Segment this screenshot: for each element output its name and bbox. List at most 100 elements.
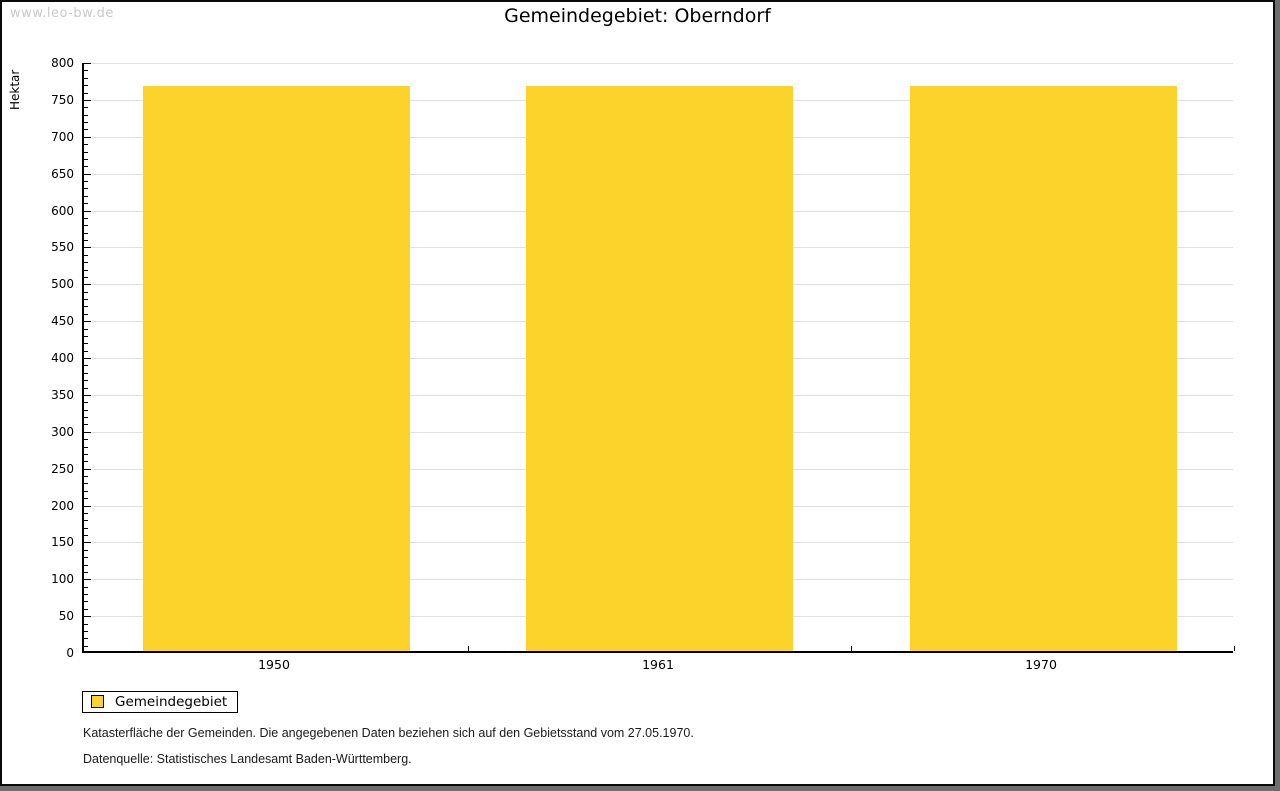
y-tick-label: 750 <box>51 93 74 107</box>
legend: Gemeindegebiet <box>82 691 239 713</box>
y-tick-minor <box>84 70 88 71</box>
y-tick-minor <box>84 439 88 440</box>
y-tick-minor <box>84 107 88 108</box>
x-tick-label: 1970 <box>1025 657 1057 672</box>
y-tick-minor <box>84 410 88 411</box>
y-tick-minor <box>84 129 88 130</box>
y-tick-label: 550 <box>51 240 74 254</box>
y-tick-minor <box>84 557 88 558</box>
y-tick-major <box>84 542 91 543</box>
y-tick-minor <box>84 461 88 462</box>
footnote-source: Datenquelle: Statistisches Landesamt Bad… <box>83 752 412 766</box>
y-tick-minor <box>84 144 88 145</box>
y-tick-minor <box>84 343 88 344</box>
watermark: www.leo-bw.de <box>10 6 114 21</box>
y-tick-major <box>84 469 91 470</box>
bar <box>910 86 1177 651</box>
y-tick-label: 100 <box>51 572 74 586</box>
y-tick-minor <box>84 491 88 492</box>
y-tick-minor <box>84 115 88 116</box>
y-tick-label: 700 <box>51 130 74 144</box>
y-tick-minor <box>84 587 88 588</box>
y-tick-minor <box>84 306 88 307</box>
y-tick-label: 150 <box>51 535 74 549</box>
x-tick-label: 1961 <box>642 657 674 672</box>
y-tick-minor <box>84 388 88 389</box>
y-tick-minor <box>84 351 88 352</box>
y-tick-major <box>84 284 91 285</box>
y-tick-minor <box>84 93 88 94</box>
y-tick-major <box>84 358 91 359</box>
legend-label: Gemeindegebiet <box>115 693 228 710</box>
y-tick-minor <box>84 609 88 610</box>
y-tick-minor <box>84 78 88 79</box>
y-tick-minor <box>84 424 88 425</box>
bar <box>143 86 410 651</box>
y-tick-minor <box>84 565 88 566</box>
y-tick-minor <box>84 329 88 330</box>
y-tick-label: 350 <box>51 388 74 402</box>
y-tick-minor <box>84 380 88 381</box>
y-tick-label: 250 <box>51 462 74 476</box>
y-tick-label: 300 <box>51 425 74 439</box>
y-tick-minor <box>84 594 88 595</box>
y-tick-major <box>84 432 91 433</box>
y-tick-minor <box>84 277 88 278</box>
y-tick-minor <box>84 166 88 167</box>
y-tick-minor <box>84 454 88 455</box>
y-tick-major <box>84 137 91 138</box>
y-tick-minor <box>84 255 88 256</box>
y-tick-minor <box>84 225 88 226</box>
y-tick-label: 0 <box>66 646 74 660</box>
y-tick-minor <box>84 513 88 514</box>
y-tick-minor <box>84 218 88 219</box>
y-tick-minor <box>84 314 88 315</box>
y-tick-minor <box>84 188 88 189</box>
y-tick-minor <box>84 233 88 234</box>
y-tick-minor <box>84 402 88 403</box>
y-tick-minor <box>84 498 88 499</box>
y-tick-minor <box>84 203 88 204</box>
x-tick <box>851 646 852 651</box>
plot-area <box>82 63 1235 653</box>
y-tick-minor <box>84 365 88 366</box>
y-tick-minor <box>84 476 88 477</box>
y-tick-major <box>84 100 91 101</box>
x-tick <box>1234 646 1235 651</box>
y-tick-label: 650 <box>51 167 74 181</box>
y-tick-minor <box>84 159 88 160</box>
y-tick-minor <box>84 624 88 625</box>
y-tick-minor <box>84 152 88 153</box>
y-tick-minor <box>84 299 88 300</box>
y-tick-major <box>84 579 91 580</box>
y-tick-label: 50 <box>58 609 74 623</box>
gridline <box>84 63 1233 64</box>
y-tick-minor <box>84 601 88 602</box>
y-tick-minor <box>84 535 88 536</box>
y-tick-minor <box>84 85 88 86</box>
y-tick-major <box>84 395 91 396</box>
y-tick-minor <box>84 528 88 529</box>
y-tick-minor <box>84 196 88 197</box>
y-tick-minor <box>84 572 88 573</box>
y-tick-major <box>84 506 91 507</box>
y-tick-major <box>84 321 91 322</box>
x-tick-label: 1950 <box>258 657 290 672</box>
footnote-description: Katasterfläche der Gemeinden. Die angege… <box>83 726 694 740</box>
y-tick-minor <box>84 646 88 647</box>
y-tick-minor <box>84 483 88 484</box>
y-tick-label: 600 <box>51 204 74 218</box>
y-tick-major <box>84 616 91 617</box>
y-tick-major <box>84 174 91 175</box>
y-tick-minor <box>84 447 88 448</box>
y-tick-label: 800 <box>51 56 74 70</box>
y-tick-major <box>84 63 91 64</box>
y-tick-minor <box>84 638 88 639</box>
y-tick-minor <box>84 631 88 632</box>
y-tick-label: 450 <box>51 314 74 328</box>
y-tick-minor <box>84 292 88 293</box>
y-tick-minor <box>84 270 88 271</box>
y-tick-minor <box>84 262 88 263</box>
